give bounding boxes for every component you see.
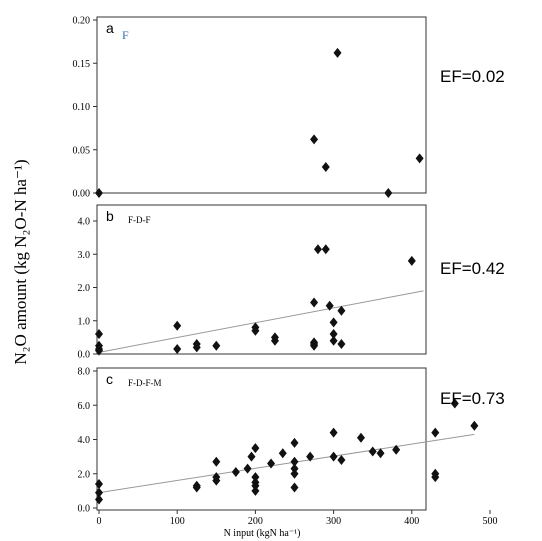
data-point [173, 320, 182, 331]
panel-subtitle: F-D-F-M [128, 378, 162, 388]
y-tick-label: 2.0 [78, 283, 91, 294]
emission-factor-label: EF=0.73 [440, 389, 505, 408]
x-tick-label: 100 [170, 516, 185, 527]
data-point [407, 255, 416, 266]
data-point [392, 444, 401, 455]
data-point [384, 188, 393, 198]
data-point [270, 335, 279, 346]
y-axis-label: N₂O amount (kg N₂O-N ha⁻¹) [11, 159, 30, 364]
x-tick-label: 200 [248, 516, 263, 527]
data-point [267, 458, 276, 469]
x-axis-label: N input (kgN ha⁻¹) [224, 528, 301, 539]
data-point [376, 448, 385, 459]
data-point [431, 472, 440, 483]
data-point [431, 427, 440, 438]
data-point [243, 463, 252, 474]
data-point [290, 463, 299, 474]
emission-factor-label: EF=0.02 [440, 67, 505, 86]
data-point [251, 485, 260, 496]
data-point [251, 325, 260, 336]
data-point [173, 344, 182, 355]
panel-subtitle: F-D-F [128, 215, 151, 225]
data-point [337, 339, 346, 350]
panel-frame [96, 367, 427, 511]
data-point [212, 340, 221, 351]
x-tick-label: 0 [97, 516, 102, 527]
emission-factor-label: EF=0.42 [440, 259, 505, 278]
data-point [470, 420, 479, 431]
y-tick-label: 8.0 [78, 367, 91, 378]
data-point [306, 451, 315, 462]
x-tick-label: 400 [404, 516, 419, 527]
x-tick-label: 500 [483, 516, 498, 527]
data-point [325, 300, 334, 311]
x-tick-label: 300 [326, 516, 341, 527]
y-tick-label: 1.0 [78, 316, 91, 327]
data-point [251, 443, 260, 454]
data-point [313, 244, 322, 255]
data-point [329, 451, 338, 462]
data-point [95, 345, 103, 356]
y-tick-label: 3.0 [78, 250, 91, 261]
y-tick-label: 4.0 [78, 435, 91, 446]
y-tick-label: 2.0 [78, 469, 91, 480]
y-tick-label: 0.15 [73, 59, 91, 70]
y-tick-label: 4.0 [78, 217, 91, 228]
trend-line [98, 433, 475, 494]
data-point [310, 134, 319, 145]
data-point [290, 456, 299, 467]
data-point [368, 446, 377, 457]
trend-line [98, 290, 424, 353]
data-point [247, 451, 256, 462]
data-point [251, 472, 260, 483]
data-point [450, 398, 459, 409]
y-tick-label: 0.20 [73, 16, 91, 27]
data-point [192, 482, 201, 493]
data-point [310, 340, 319, 351]
y-tick-label: 0.0 [78, 350, 91, 361]
y-tick-label: 0.10 [73, 102, 91, 113]
data-point [337, 305, 346, 316]
panel-c: 0.0 2.0 4.0 6.0 8.0 0 100 200 300 400 500 N input (… [78, 367, 505, 540]
data-point [321, 244, 330, 255]
data-point [329, 335, 338, 346]
data-point [356, 432, 365, 443]
y-tick-label: 0.05 [73, 145, 91, 156]
panel-letter: a [106, 20, 114, 36]
data-point [415, 153, 424, 164]
data-point [231, 467, 240, 478]
data-point [329, 329, 338, 340]
data-point [290, 482, 299, 493]
y-tick-label: 6.0 [78, 401, 91, 412]
data-point [212, 475, 221, 486]
data-point [321, 162, 330, 173]
panel-frame [96, 204, 427, 355]
data-point [251, 480, 260, 491]
data-point [192, 342, 201, 353]
data-point [329, 427, 338, 438]
data-point [95, 188, 103, 198]
y-tick-label: 0.0 [78, 504, 91, 515]
data-point [329, 317, 338, 328]
data-point [333, 47, 342, 58]
panel-frame [96, 16, 427, 194]
y-tick-label: 0.00 [73, 189, 91, 200]
panel-letter: c [106, 371, 113, 387]
data-point [290, 437, 299, 448]
panel-letter: b [106, 208, 114, 224]
data-point [95, 487, 103, 498]
data-point [212, 456, 221, 467]
data-point [95, 329, 103, 340]
data-point [310, 297, 319, 308]
data-point [95, 479, 103, 490]
panel-b: 0.0 1.0 2.0 3.0 4.0 b F-D-F EF=0.42 [78, 204, 505, 361]
data-point [337, 455, 346, 466]
panel-a: 0.00 0.05 0.10 0.15 0.20 a F EF=0.02 [73, 16, 505, 200]
data-point [290, 468, 299, 479]
data-point [95, 494, 103, 505]
data-point [278, 448, 287, 459]
panel-subtitle: F [122, 28, 129, 42]
